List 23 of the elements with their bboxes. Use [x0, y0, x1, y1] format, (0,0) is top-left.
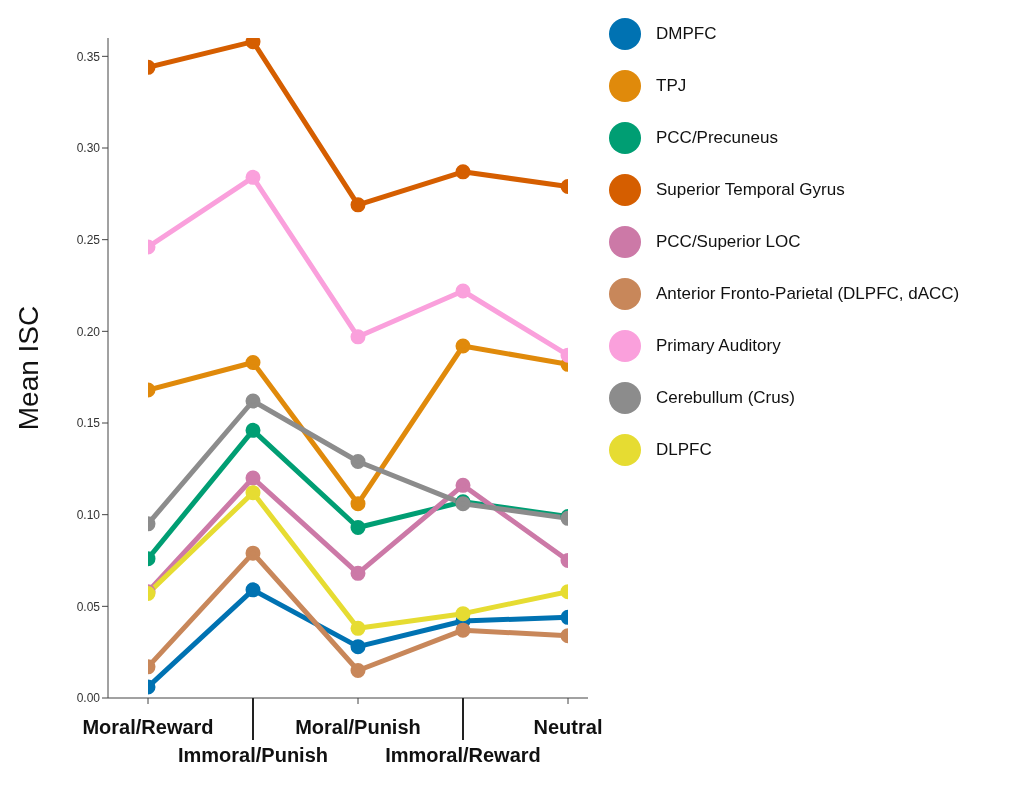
y-tick-label: 0.20 — [76, 324, 101, 339]
legend-label: TPJ — [656, 76, 687, 96]
legend-label: Superior Temporal Gyrus — [656, 180, 845, 200]
legend-label: DMPFC — [656, 24, 717, 44]
y-tick-label: 0.25 — [76, 232, 101, 247]
y-tick-label: 0.35 — [76, 49, 101, 64]
y-tick-label: 0.00 — [76, 691, 101, 706]
legend-label: PCC/Superior LOC — [656, 232, 801, 252]
legend-label: Cerebullum (Crus) — [656, 388, 795, 408]
legend-label: DLPFC — [656, 440, 712, 460]
x-tick-label: Moral/Reward — [82, 716, 214, 738]
y-tick-label: 0.10 — [76, 507, 101, 522]
legend-label: Anterior Fronto-Parietal (DLPFC, dACC) — [656, 284, 960, 304]
x-tick-label: Immoral/Punish — [177, 744, 329, 766]
y-axis-title: Mean ISC — [12, 305, 44, 431]
y-tick-label: 0.30 — [76, 141, 101, 156]
y-tick-label: 0.15 — [76, 416, 101, 431]
x-tick-label: Moral/Punish — [295, 716, 421, 738]
y-tick-label: 0.05 — [76, 599, 101, 614]
x-tick-label: Immoral/Reward — [385, 744, 541, 766]
x-tick-label: Neutral — [533, 716, 603, 738]
legend-label: Primary Auditory — [656, 336, 781, 356]
legend-label: PCC/Precuneus — [656, 128, 778, 148]
